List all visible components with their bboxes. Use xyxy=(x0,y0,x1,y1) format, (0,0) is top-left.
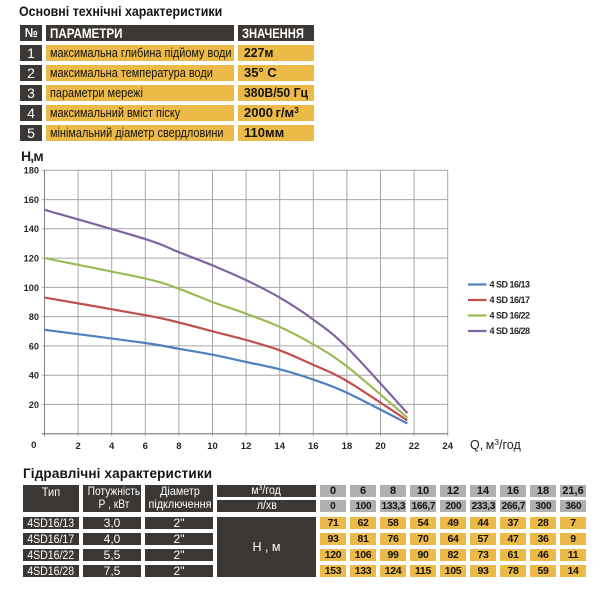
svg-text:100: 100 xyxy=(24,283,39,293)
svg-text:20: 20 xyxy=(375,441,386,452)
svg-text:20: 20 xyxy=(29,400,39,410)
svg-text:4 SD 16/28: 4 SD 16/28 xyxy=(490,326,531,336)
svg-text:14: 14 xyxy=(274,441,285,452)
svg-text:22: 22 xyxy=(409,441,420,452)
svg-text:24: 24 xyxy=(442,441,453,452)
svg-text:16: 16 xyxy=(308,441,319,452)
svg-text:0: 0 xyxy=(31,440,36,451)
svg-text:10: 10 xyxy=(207,441,218,452)
svg-text:Q, м3/год: Q, м3/год xyxy=(470,437,521,452)
svg-text:80: 80 xyxy=(29,312,39,322)
svg-text:180: 180 xyxy=(24,166,39,176)
svg-text:4 SD 16/22: 4 SD 16/22 xyxy=(490,311,531,321)
svg-text:4: 4 xyxy=(109,441,115,452)
svg-text:140: 140 xyxy=(24,224,39,234)
svg-text:60: 60 xyxy=(29,341,39,351)
svg-text:18: 18 xyxy=(342,441,353,452)
svg-text:Н,м: Н,м xyxy=(21,148,43,164)
svg-text:120: 120 xyxy=(24,254,39,264)
svg-text:4 SD 16/13: 4 SD 16/13 xyxy=(490,280,531,290)
svg-text:6: 6 xyxy=(143,441,148,452)
svg-text:2: 2 xyxy=(75,441,80,452)
svg-text:12: 12 xyxy=(241,441,252,452)
svg-text:4 SD 16/17: 4 SD 16/17 xyxy=(490,295,531,305)
svg-text:160: 160 xyxy=(24,195,39,205)
svg-text:8: 8 xyxy=(176,441,181,452)
svg-text:40: 40 xyxy=(29,371,39,381)
